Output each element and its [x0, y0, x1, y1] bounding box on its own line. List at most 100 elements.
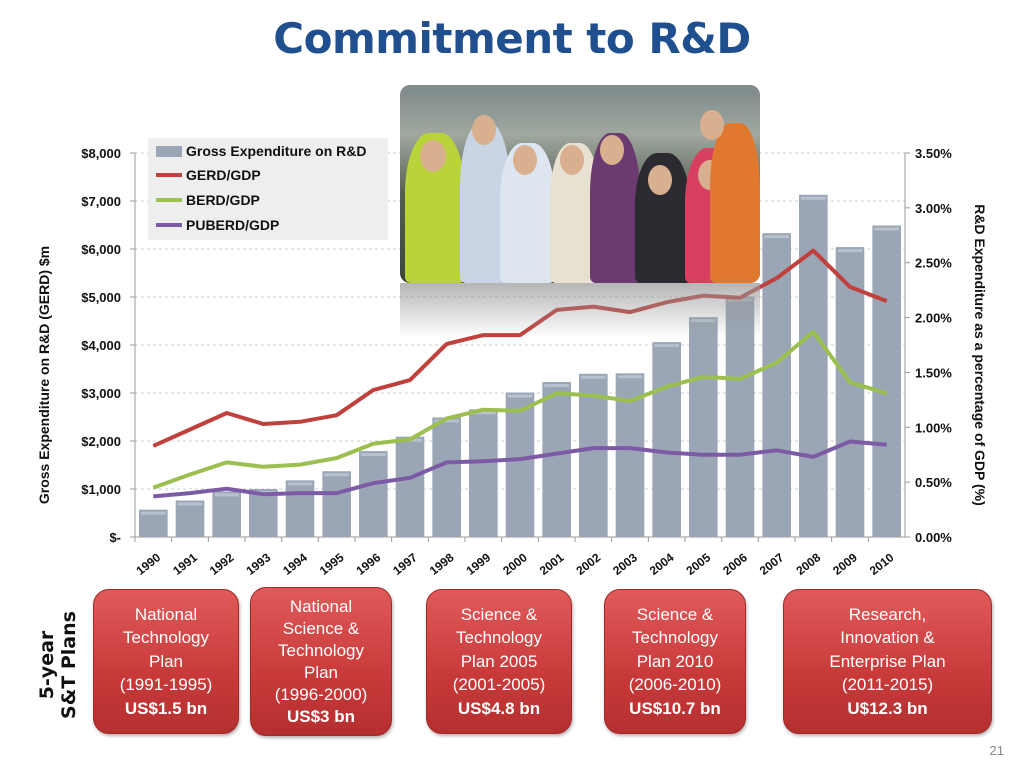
plan-text: Plan [303, 662, 339, 682]
team-photo [400, 85, 760, 283]
legend-label: Gross Expenditure on R&D [186, 143, 367, 159]
bar-highlight [654, 344, 679, 348]
bar [395, 436, 425, 537]
y-tick-label: $4,000 [81, 338, 121, 353]
x-tick-label: 1991 [170, 550, 200, 578]
plan-amount: U$12.3 bn [847, 698, 928, 718]
bar-highlight [141, 511, 166, 515]
x-tick-label: 2004 [647, 550, 677, 578]
bar-highlight [177, 502, 203, 506]
x-tick-label: 2003 [610, 550, 640, 578]
legend-label: GERD/GDP [186, 167, 261, 183]
y2-tick-label: 1.50% [915, 365, 952, 380]
plan-text: Technology [631, 628, 718, 648]
bar-highlight [507, 394, 533, 398]
plan-amount: US$3 bn [286, 706, 356, 726]
plan-text: Research, [848, 604, 927, 624]
plan-text: Technology [455, 628, 542, 648]
legend-swatch [156, 173, 182, 177]
legend-swatch [156, 198, 182, 202]
bar-highlight [471, 411, 496, 415]
y2-tick-label: 1.00% [915, 420, 952, 435]
plan-text: Enterprise Plan [829, 651, 946, 671]
bar-highlight [324, 473, 349, 477]
x-tick-label: 2000 [500, 550, 530, 578]
bar [799, 194, 828, 537]
legend-label: PUBERD/GDP [186, 217, 280, 233]
bar-highlight [801, 196, 826, 200]
plan-text: Technology [122, 628, 209, 648]
plan-text: (1991-1995) [119, 675, 213, 695]
y-tick-label: $- [109, 530, 121, 545]
plan-text: (1996-2000) [274, 684, 368, 704]
right-axis-title: R&D Expenditure as a percentage of GDP (… [972, 204, 988, 506]
bar-highlight [617, 375, 643, 379]
y2-tick-label: 2.00% [915, 311, 952, 326]
plan-text: National [134, 604, 198, 624]
bar [689, 317, 718, 537]
plans-label-line: 5-year [36, 630, 58, 700]
x-tick-label: 2006 [720, 550, 750, 578]
y-tick-label: $2,000 [81, 434, 121, 449]
bar-highlight [544, 383, 569, 387]
x-tick-label: 2007 [757, 550, 787, 578]
plan-box: Research, Innovation & Enterprise Plan (201… [783, 589, 992, 734]
bar-highlight [214, 493, 239, 497]
plan-text: Plan 2005 [460, 651, 538, 671]
y-tick-label: $3,000 [81, 386, 121, 401]
plan-text: Innovation & [840, 628, 935, 648]
x-tick-label: 2008 [794, 550, 824, 578]
legend-label: BERD/GDP [186, 192, 260, 208]
x-tick-label: 1997 [390, 550, 420, 578]
x-tick-label: 1992 [207, 550, 237, 578]
bar [285, 480, 315, 537]
x-tick-label: 2005 [684, 550, 714, 578]
y-tick-label: $6,000 [81, 242, 121, 257]
plan-text: (2001-2005) [452, 675, 546, 695]
bar-highlight [434, 419, 459, 423]
y-tick-label: $5,000 [81, 290, 121, 305]
x-tick-label: 2001 [537, 550, 567, 578]
bar-highlight [837, 249, 863, 253]
plan-text: National [289, 596, 353, 616]
bar [212, 491, 241, 537]
bar [175, 500, 205, 537]
chart-legend: Gross Expenditure on R&D GERD/GDP BERD/G… [148, 138, 388, 240]
plan-text: Science & [460, 604, 538, 624]
legend-item-puberd-gdp: PUBERD/GDP [156, 214, 279, 236]
plan-text: Science & [282, 618, 360, 638]
plan-text: Technology [277, 640, 364, 660]
y2-tick-label: 2.50% [915, 256, 952, 271]
x-tick-label: 1993 [244, 550, 274, 578]
y-tick-label: $7,000 [81, 194, 121, 209]
y2-tick-label: 3.00% [915, 201, 952, 216]
photo-reflection [400, 283, 760, 338]
bar [469, 409, 498, 537]
bar [542, 381, 571, 537]
page-number: 21 [989, 743, 1004, 758]
bar [579, 373, 608, 537]
bar-highlight [287, 482, 313, 486]
x-tick-label: 1994 [280, 550, 310, 578]
y-tick-label: $8,000 [81, 146, 121, 161]
legend-item-gerd-gdp: GERD/GDP [156, 164, 261, 186]
plan-text: Science & [636, 604, 714, 624]
y2-tick-label: 3.50% [915, 146, 952, 161]
page-title: Commitment to R&D [273, 14, 751, 63]
plan-amount: US$1.5 bn [124, 698, 208, 718]
bar [835, 247, 865, 537]
plan-text: Plan [148, 651, 184, 671]
plan-box: Science & Technology Plan 2010 (2006-2010) U… [604, 589, 746, 734]
bar [872, 225, 901, 538]
plan-amount: US$10.7 bn [629, 698, 721, 718]
x-tick-label: 2010 [867, 550, 897, 578]
plan-amount: US$4.8 bn [457, 698, 541, 718]
bar-highlight [361, 453, 386, 457]
legend-item-berd-gdp: BERD/GDP [156, 189, 260, 211]
plan-text: Plan 2010 [636, 651, 714, 671]
bar-highlight [581, 375, 606, 379]
legend-swatch [156, 223, 182, 227]
x-tick-label: 1996 [354, 550, 384, 578]
x-tick-label: 2009 [830, 550, 860, 578]
